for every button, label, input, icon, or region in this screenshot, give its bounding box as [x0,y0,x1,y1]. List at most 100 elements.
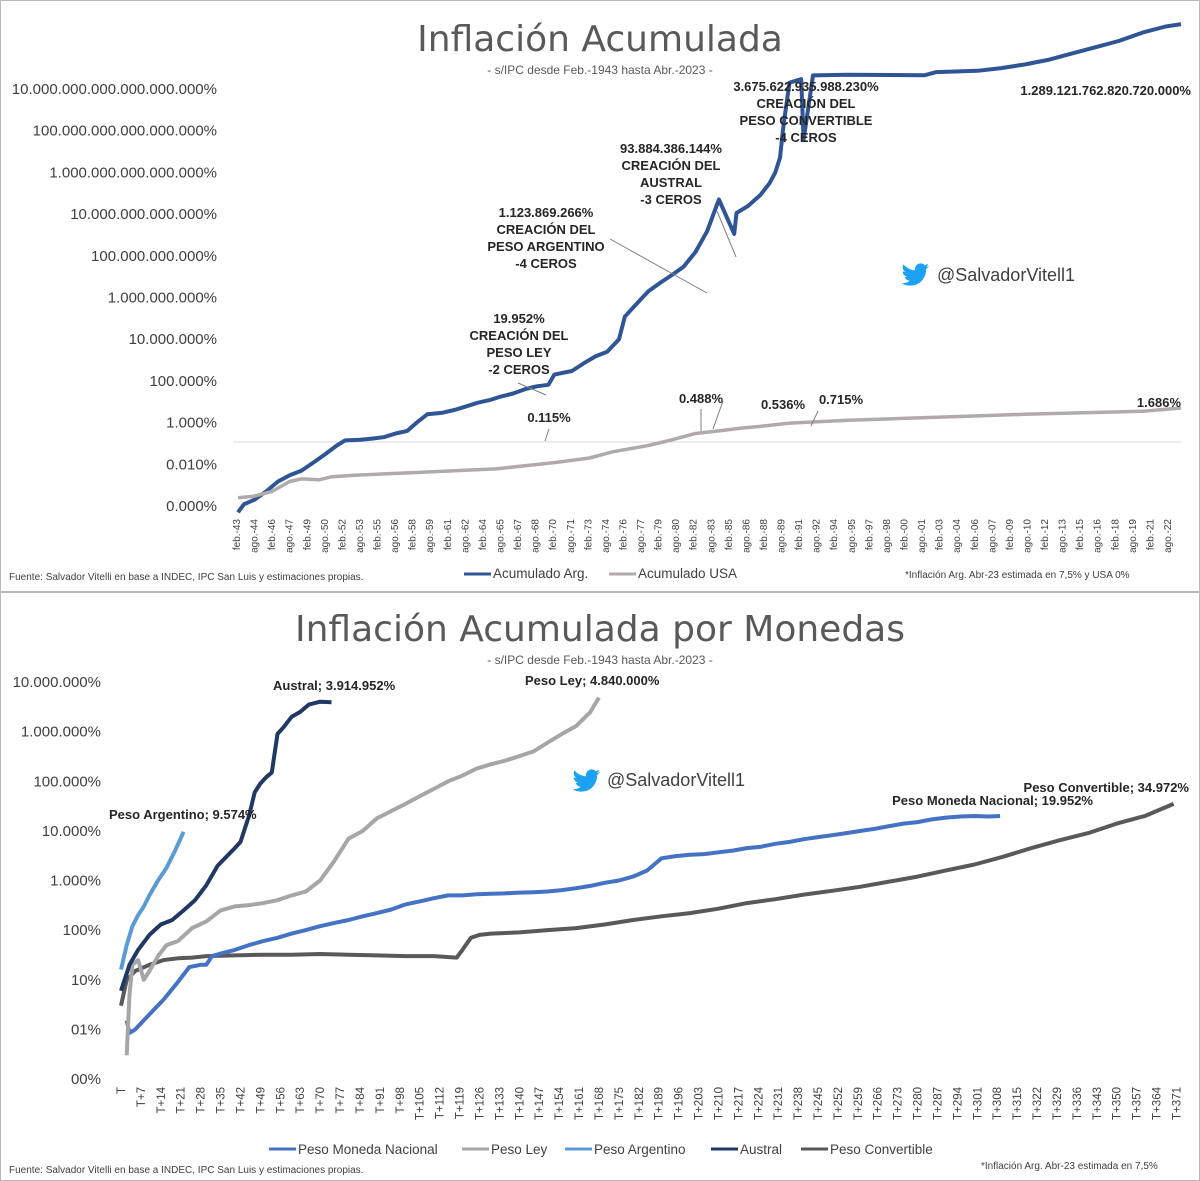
x-tick-label: ago.-98 [882,519,893,553]
x-tick-label: ago.-95 [847,519,858,553]
x-tick-label: T+196 [674,1087,686,1120]
x-tick-label: feb.-82 [689,519,700,551]
x-tick-label: ago.-86 [741,519,752,553]
x-tick-label: ago.-16 [1093,519,1104,553]
series-line-peso-argentino [119,830,186,971]
x-tick-label: feb.-43 [232,519,243,551]
x-tick-label: ago.-89 [777,519,788,553]
x-tick-label: feb.-00 [900,519,911,551]
x-tick-label: feb.-76 [618,519,629,551]
legend-label-peso-ley: Peso Ley [491,1142,548,1157]
x-tick-label: T+154 [554,1086,566,1120]
x-tick-label: ago.-13 [1058,519,1069,553]
annotation-label: CREACIÓN DEL [497,222,596,237]
annotation-label: -2 CEROS [488,362,550,377]
x-tick-label: T+224 [753,1086,765,1120]
x-tick-label: feb.-52 [337,519,348,551]
x-tick-label: ago.-50 [320,519,331,553]
x-tick-label: ago.-92 [812,519,823,553]
x-tick-label: T+217 [733,1087,745,1120]
twitter-handle: @SalvadorVitell1 [937,265,1075,285]
x-tick-label: feb.-15 [1075,519,1086,551]
x-tick-label: T+280 [913,1087,925,1120]
annotation-label: -4 CEROS [515,256,577,271]
series-lines [236,22,1182,514]
x-tick-label: T+7 [136,1087,148,1107]
y-axis: 0.000% 0.010% 1.000% 100.000% 10.000.000% 1.0… [12,81,217,515]
annotation-label: CREACIÓN DEL [622,158,721,173]
x-tick-label: T+21 [176,1087,188,1114]
x-tick-label: T+168 [594,1087,606,1120]
x-tick-label: T+133 [494,1087,506,1120]
series-end-label: Peso Argentino; 9.574% [109,807,257,822]
legend-label-peso-argentino: Peso Argentino [594,1142,686,1157]
x-tick-label: T+322 [1032,1087,1044,1120]
x-tick-label: T+231 [773,1087,785,1120]
x-tick-label: T+175 [614,1087,626,1120]
annotations: Peso Moneda Nacional; 19.952% Peso Ley; 4… [109,673,1189,822]
x-tick-label: T+350 [1112,1087,1124,1120]
x-tick-label: T+98 [395,1087,407,1114]
x-tick-label: feb.-73 [583,519,594,551]
x-tick-label: feb.-61 [443,519,454,551]
annotation-label: 0.715% [819,392,864,407]
y-tick-label: 0.010% [166,456,217,473]
annotation-label: -3 CEROS [640,192,702,207]
series-line-austral [119,699,332,992]
series-end-label: Austral; 3.914.952% [273,678,396,693]
footnote: *Inflación Arg. Abr-23 estimada en 7,5% … [905,570,1130,581]
chart-title: Inflación Acumulada [417,19,783,60]
x-tick-label: T+49 [255,1087,267,1114]
x-tick-label: T+245 [813,1087,825,1120]
x-tick-label: T+294 [952,1086,964,1120]
x-tick-label: T+77 [335,1087,347,1114]
x-tick-label: feb.-67 [513,519,524,551]
x-tick-label: feb.-79 [654,519,665,551]
y-tick-label: 1.000.000.000% [108,290,217,307]
legend-label-austral: Austral [740,1142,782,1157]
x-tick-label: ago.-01 [917,519,928,553]
x-tick-label: ago.-74 [601,519,612,553]
y-tick-label: 1.000% [166,415,217,432]
x-tick-label: T+63 [295,1087,307,1114]
x-tick-label: ago.-47 [285,519,296,553]
x-tick-label: feb.-85 [724,519,735,551]
annotation-label: 1.289.121.762.820.720.000% [1020,83,1191,98]
annotation-label: PESO ARGENTINO [487,239,604,254]
legend: Acumulado Arg. Acumulado USA [464,566,737,581]
x-tick-label: T+14 [156,1086,168,1113]
x-tick-label: ago.-10 [1022,519,1033,553]
x-tick-label: feb.-97 [864,519,875,551]
x-tick-label: T+140 [514,1087,526,1120]
x-tick-label: T [116,1087,128,1094]
y-tick-label: 10.000.000% [129,331,217,348]
x-tick-label: ago.-80 [671,519,682,553]
x-tick-label: T+357 [1132,1087,1144,1120]
x-tick-label: T+42 [235,1087,247,1114]
annotation-leader-line [810,410,819,427]
series-end-label: Peso Convertible; 34.972% [1024,780,1190,795]
x-tick-label: feb.-06 [970,519,981,551]
series-end-label: Peso Ley; 4.840.000% [525,673,660,688]
x-tick-label: T+28 [196,1087,208,1114]
annotation-label: CREACIÓN DEL [757,96,856,111]
x-tick-label: T+35 [216,1087,228,1114]
annotation-leader-line [716,210,737,258]
twitter-handle: @SalvadorVitell1 [607,770,745,790]
x-tick-label: ago.-53 [355,519,366,553]
y-tick-label: 10.000% [42,823,101,840]
annotation-label: AUSTRAL [640,175,702,190]
x-axis: T T+7 T+14 T+21 T+28 T+35 T+42 T+49 T+56 T+63 T+70… [116,1086,1183,1120]
annotation-leader-line [544,428,550,442]
annotation-label: 0.536% [761,397,806,412]
y-tick-label: 10% [71,972,101,989]
series-lines [119,696,1175,1056]
chart-subtitle: - s/IPC desde Feb.-1943 hasta Abr.-2023 … [487,63,712,77]
x-tick-label: T+308 [992,1087,1004,1120]
x-axis: feb.-43 ago.-44 feb.-46 ago.-47 feb.-49 ago.-… [232,519,1174,553]
cumulative-inflation-chart: Inflación Acumulada - s/IPC desde Feb.-1… [9,19,1191,583]
legend-label-usa: Acumulado USA [638,566,737,581]
x-tick-label: ago.-19 [1128,519,1139,553]
series-line-acumulado-arg [236,22,1182,514]
x-tick-label: T+56 [275,1087,287,1114]
